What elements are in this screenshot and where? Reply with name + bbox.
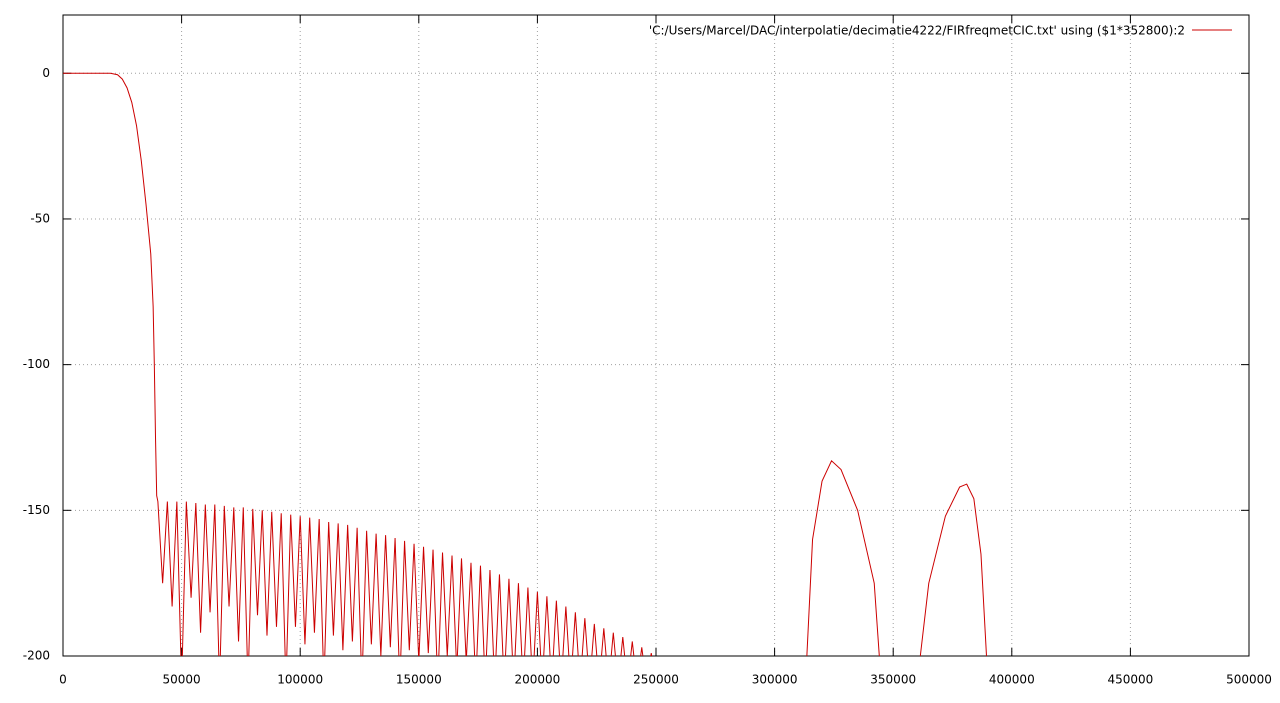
plot-border bbox=[62, 14, 1250, 657]
legend-label: 'C:/Users/Marcel/DAC/interpolatie/decima… bbox=[649, 24, 1185, 38]
x-tick-label: 450000 bbox=[1107, 673, 1153, 687]
x-tick-label: 0 bbox=[59, 673, 67, 687]
x-tick-label: 100000 bbox=[277, 673, 323, 687]
x-tick-label: 300000 bbox=[752, 673, 798, 687]
x-tick-label: 200000 bbox=[514, 673, 560, 687]
y-tick-label: -100 bbox=[23, 357, 50, 371]
x-tick-label: 250000 bbox=[633, 673, 679, 687]
y-tick-label: -150 bbox=[23, 503, 50, 517]
series-line bbox=[63, 72, 987, 656]
y-tick-label: -200 bbox=[23, 649, 50, 663]
x-tick-label: 500000 bbox=[1226, 673, 1272, 687]
x-tick-label: 350000 bbox=[870, 673, 916, 687]
x-tick-label: 150000 bbox=[396, 673, 442, 687]
x-tick-label: 50000 bbox=[163, 673, 201, 687]
x-tick-label: 400000 bbox=[989, 673, 1035, 687]
plot-area bbox=[63, 72, 987, 656]
y-tick-label: 0 bbox=[42, 66, 50, 80]
y-tick-label: -50 bbox=[30, 211, 50, 225]
